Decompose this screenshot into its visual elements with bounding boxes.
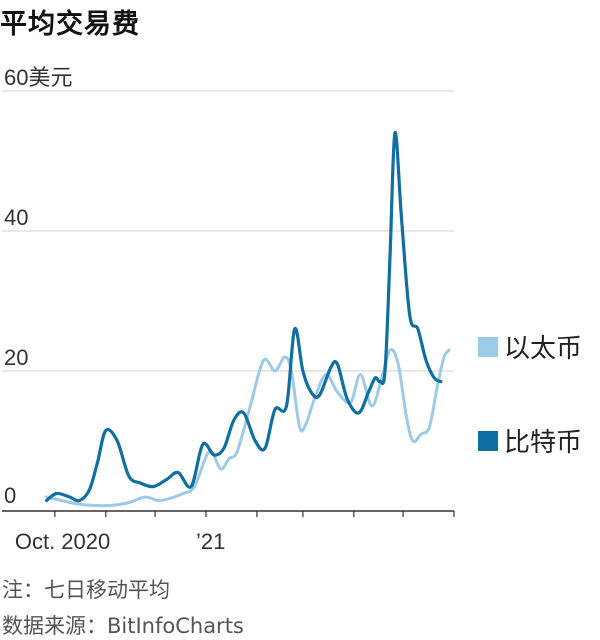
legend-label: 比特币 [504, 428, 582, 458]
chart-title: 平均交易费 [0, 9, 140, 40]
series-line-bitcoin [45, 131, 443, 503]
legend-swatch [478, 337, 498, 357]
gridlines [2, 90, 454, 372]
y-tick-label: 60美元 [4, 65, 72, 90]
y-tick-label: 40 [4, 205, 28, 230]
x-axis: Oct. 2020 ’21 [2, 510, 455, 554]
x-tick-label: ’21 [196, 529, 225, 554]
footnote: 注：七日移动平均 [2, 578, 170, 602]
series-line-ether [45, 348, 451, 508]
legend-swatch [478, 431, 498, 451]
y-tick-label: 20 [4, 345, 28, 370]
source-credit: 数据来源：BitInfoCharts [2, 614, 244, 638]
y-tick-label: 0 [4, 483, 16, 508]
legend-label: 以太币 [504, 334, 582, 364]
y-axis-ticks: 0 20 40 60美元 [4, 65, 72, 508]
series-lines [45, 131, 451, 508]
x-tick-label: Oct. 2020 [15, 529, 110, 554]
